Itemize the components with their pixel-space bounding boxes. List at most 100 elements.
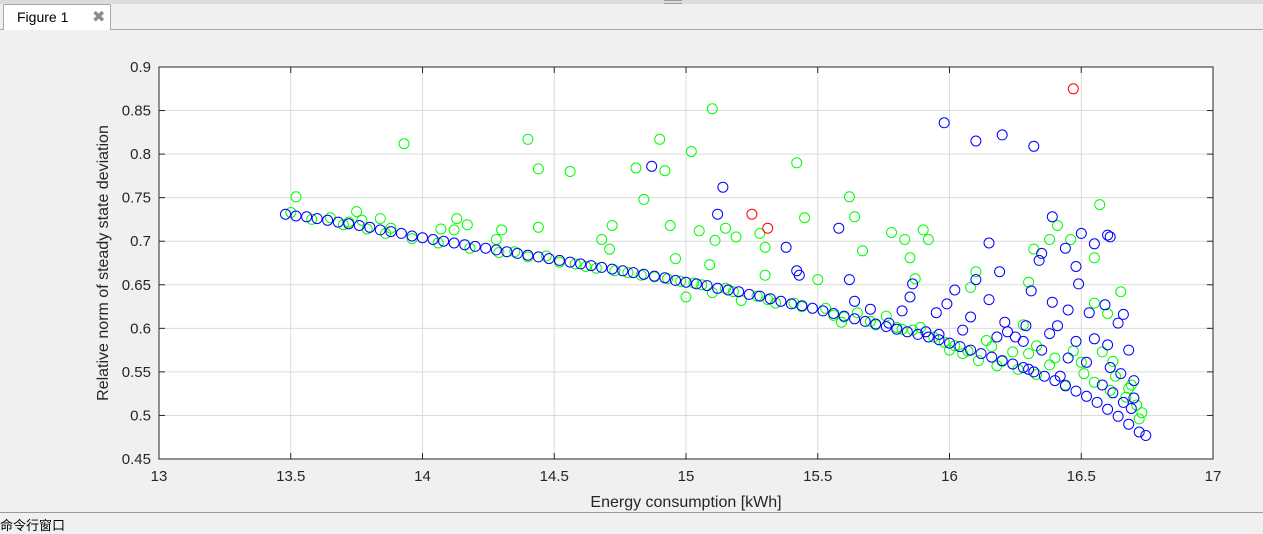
- tab-bar-top-strip: [0, 0, 1263, 4]
- data-point: [398, 138, 410, 150]
- data-point: [717, 181, 729, 193]
- x-tick-label: 16.5: [1067, 468, 1096, 485]
- data-point: [791, 157, 803, 169]
- data-point: [448, 237, 460, 249]
- data-point: [1028, 140, 1040, 152]
- data-point: [1020, 320, 1032, 332]
- data-point: [701, 280, 713, 292]
- scatter-plot: 13 13.5 14 14.5 15 15.5 16 16.5 17 0.45 0.5 0.55 0.6…: [95, 59, 1221, 511]
- data-point: [1128, 375, 1140, 387]
- data-point: [1088, 238, 1100, 250]
- data-point: [596, 261, 608, 273]
- data-point: [838, 310, 850, 322]
- data-point: [1046, 296, 1058, 308]
- data-point: [857, 245, 868, 257]
- data-point: [1028, 366, 1040, 378]
- data-point: [1112, 410, 1124, 422]
- data-point: [432, 237, 444, 249]
- data-point: [385, 226, 397, 238]
- data-point: [374, 224, 386, 236]
- data-point: [606, 263, 618, 275]
- data-point: [337, 219, 349, 231]
- data-point: [301, 211, 313, 223]
- data-point: [859, 315, 871, 327]
- data-point: [461, 219, 473, 231]
- data-point: [353, 220, 365, 231]
- data-point: [817, 305, 829, 317]
- data-point: [664, 220, 676, 231]
- data-point: [685, 146, 697, 157]
- data-point: [406, 230, 418, 242]
- data-point: [1088, 376, 1100, 388]
- data-point: [1078, 368, 1090, 380]
- data-point: [944, 344, 955, 356]
- data-point: [290, 191, 302, 203]
- data-point: [1049, 352, 1061, 364]
- data-point: [617, 265, 629, 277]
- data-point: [680, 276, 692, 288]
- data-point: [970, 135, 982, 147]
- data-point: [1036, 344, 1048, 356]
- panel-resize-grip-icon[interactable]: [664, 0, 682, 4]
- data-point: [493, 247, 505, 258]
- close-icon[interactable]: ✖: [92, 7, 106, 26]
- data-point: [896, 305, 908, 317]
- data-point: [670, 253, 681, 265]
- data-point: [1112, 317, 1124, 329]
- data-point: [638, 268, 650, 280]
- data-point: [799, 212, 811, 224]
- data-point: [501, 246, 513, 258]
- data-point: [670, 274, 681, 286]
- data-point: [532, 163, 544, 175]
- data-point: [1002, 326, 1013, 338]
- data-point: [1038, 370, 1050, 382]
- data-point: [1123, 344, 1135, 356]
- data-point: [351, 206, 363, 218]
- data-point: [480, 242, 492, 254]
- data-point: [646, 160, 658, 172]
- data-point: [1044, 359, 1056, 371]
- data-point: [1115, 286, 1127, 298]
- data-point: [759, 241, 771, 253]
- data-point: [1140, 430, 1152, 441]
- data-point: [630, 162, 642, 174]
- data-point: [791, 265, 803, 277]
- data-point: [306, 213, 318, 225]
- data-point: [564, 166, 576, 177]
- data-point: [965, 311, 977, 323]
- data-point: [1033, 254, 1045, 266]
- data-point: [459, 239, 471, 251]
- data-point: [509, 246, 521, 258]
- data-point: [1052, 320, 1063, 332]
- x-tick-label: 15.5: [803, 468, 832, 485]
- data-point: [970, 274, 982, 286]
- data-point: [973, 355, 984, 367]
- data-point: [654, 133, 666, 145]
- data-point: [1117, 396, 1129, 408]
- data-point: [933, 328, 945, 340]
- data-point: [540, 250, 552, 262]
- data-point: [680, 291, 692, 303]
- data-point: [438, 235, 450, 247]
- data-point: [554, 254, 565, 266]
- data-point: [812, 274, 824, 286]
- data-point: [883, 317, 895, 329]
- data-point: [930, 307, 942, 319]
- data-point: [785, 298, 797, 310]
- data-point: [1075, 356, 1087, 368]
- data-point: [1031, 369, 1042, 380]
- tab-figure-1[interactable]: Figure 1 ✖: [3, 4, 111, 30]
- data-point: [1110, 370, 1121, 382]
- data-point: [374, 213, 386, 225]
- data-point: [828, 308, 840, 319]
- command-window-strip[interactable]: 命令行窗口: [0, 512, 1263, 533]
- data-point: [1070, 261, 1082, 272]
- data-point: [1065, 234, 1077, 245]
- data-point: [704, 259, 716, 271]
- data-point: [1133, 413, 1145, 425]
- data-point: [983, 237, 995, 249]
- data-point: [944, 337, 955, 349]
- data-point: [604, 243, 616, 255]
- data-point: [585, 260, 597, 272]
- data-point: [532, 251, 544, 263]
